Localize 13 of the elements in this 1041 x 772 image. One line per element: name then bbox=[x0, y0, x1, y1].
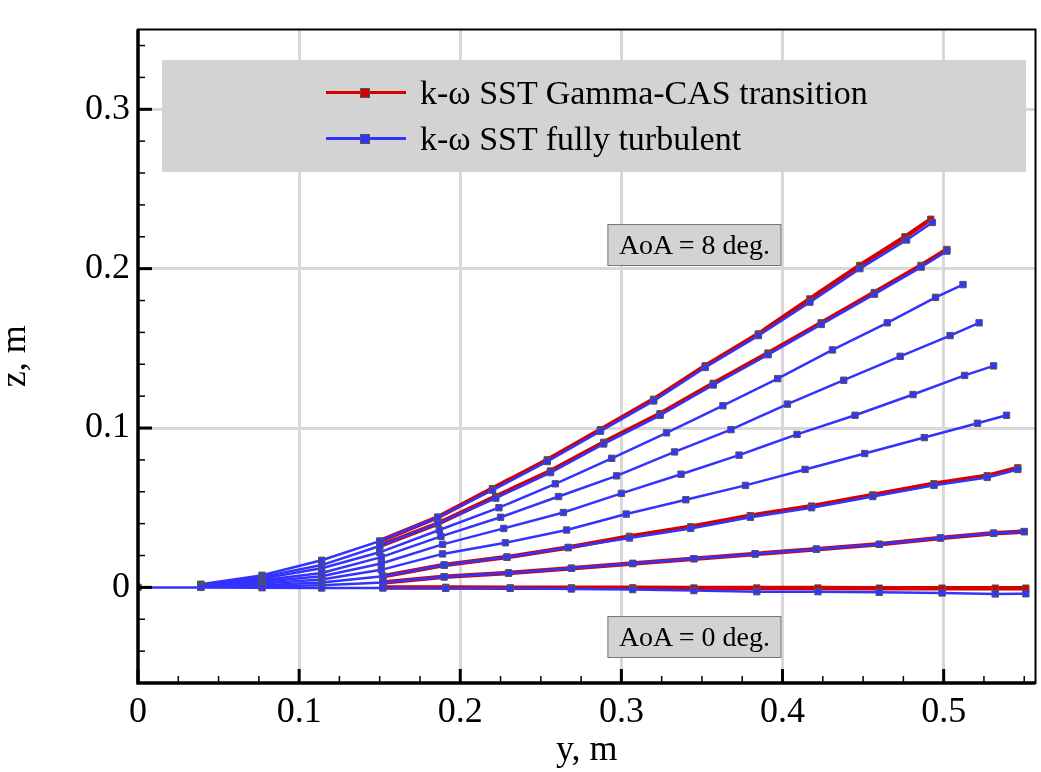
y-tick-label: 0.2 bbox=[85, 246, 130, 287]
annotation: AoA = 0 deg. bbox=[607, 616, 781, 659]
x-tick-label: 0.2 bbox=[437, 690, 483, 731]
y-tick-label: 0.1 bbox=[85, 405, 130, 446]
x-tick-label: 0.5 bbox=[921, 690, 967, 731]
annotation: AoA = 8 deg. bbox=[607, 224, 781, 267]
legend-label: k-ω SST fully turbulent bbox=[420, 119, 742, 158]
y-axis-title: z, m bbox=[0, 325, 34, 388]
legend-label: k-ω SST Gamma-CAS transition bbox=[420, 73, 868, 112]
y-tick-label: 0 bbox=[112, 564, 130, 605]
x-tick-label: 0.1 bbox=[276, 690, 322, 731]
x-tick-label: 0.4 bbox=[760, 690, 806, 731]
y-tick-label: 0.3 bbox=[85, 86, 130, 127]
